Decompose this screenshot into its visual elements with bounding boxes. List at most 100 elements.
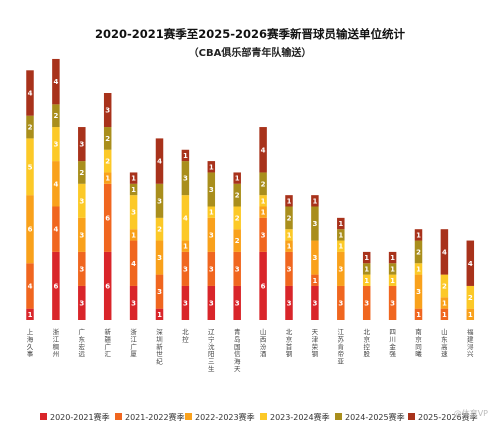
bar-segment: [52, 161, 60, 207]
bar-segment: [26, 115, 34, 139]
segment-value-label: 2: [468, 294, 473, 302]
segment-value-label: 6: [105, 282, 110, 290]
segment-value-label: 4: [28, 282, 33, 290]
segment-value-label: 4: [53, 78, 58, 86]
chart-subtitle: （CBA俱乐部青年队输送）: [189, 46, 312, 59]
legend-item: 2021-2022赛季: [115, 412, 185, 422]
legend-item: 2025-2026赛季: [408, 412, 478, 422]
segment-value-label: 4: [468, 260, 473, 268]
legend: 2020-2021赛季 2021-2022赛季 2022-2023赛季 2023-20…: [40, 412, 478, 422]
segment-value-label: 2: [53, 112, 58, 120]
bar-segment: [285, 229, 293, 241]
segment-value-label: 1: [416, 231, 421, 239]
bar-segment: [78, 161, 86, 184]
segment-value-label: 1: [261, 197, 266, 205]
segment-value-label: 3: [79, 299, 84, 307]
bar-segment: [155, 138, 164, 184]
legend-swatch: [335, 413, 342, 420]
segment-value-label: 3: [131, 209, 136, 217]
legend-swatch: [40, 413, 47, 420]
bar-segment: [207, 217, 216, 252]
bar-segment: [285, 206, 293, 230]
bar-segment: [103, 93, 112, 128]
segment-value-label: 1: [390, 265, 395, 273]
legend-label: 2024-2025赛季: [345, 412, 405, 422]
segment-value-label: 5: [28, 163, 33, 171]
segment-value-label: 2: [105, 135, 110, 143]
bar-segment: [388, 285, 397, 320]
category-label: 山西汾酒: [260, 327, 267, 358]
chart-title: 2020-2021赛季至2025-2026赛季新晋球员输送单位统计: [95, 27, 406, 41]
category-label: 江苏肯帝亚: [338, 328, 345, 366]
bar-segment: [311, 195, 319, 207]
category-label: 北控: [182, 328, 189, 343]
bar-segment: [259, 195, 267, 207]
segment-value-label: 1: [183, 152, 188, 160]
bar-segment: [466, 285, 475, 309]
segment-value-label: 4: [53, 226, 58, 234]
segment-value-label: 3: [157, 288, 162, 296]
segment-value-label: 3: [157, 197, 162, 205]
bar-segment: [285, 240, 293, 252]
segment-value-label: 3: [261, 231, 266, 239]
segment-value-label: 1: [338, 220, 343, 228]
segment-value-label: 4: [261, 146, 266, 154]
bar-segment: [207, 251, 216, 286]
segment-value-label: 1: [338, 231, 343, 239]
bar-segment: [103, 149, 112, 173]
bar-segment: [78, 251, 86, 286]
bar-segment: [259, 251, 267, 320]
segment-value-label: 3: [287, 265, 292, 273]
bar-segment: [466, 240, 475, 286]
segment-value-label: 3: [209, 265, 214, 273]
segment-value-label: 3: [183, 175, 188, 183]
bar-segment: [337, 240, 345, 252]
segment-value-label: 3: [157, 254, 162, 262]
bar-segment: [440, 274, 449, 298]
segment-value-label: 2: [235, 214, 240, 222]
category-label: 广东宏远: [79, 327, 86, 358]
segment-value-label: 4: [157, 158, 162, 166]
segment-value-label: 6: [105, 214, 110, 222]
category-label: 辽宁沈阳三生: [208, 328, 215, 373]
bar-segment: [311, 206, 319, 241]
bar-segment: [259, 217, 267, 252]
segment-value-label: 3: [209, 186, 214, 194]
segment-value-label: 2: [79, 169, 84, 177]
bar-segment: [26, 138, 34, 196]
bar-segment: [233, 183, 241, 207]
segment-value-label: 3: [79, 265, 84, 273]
segment-value-label: 1: [28, 311, 33, 319]
category-label: 北京首钢: [286, 328, 293, 358]
legend-item: 2020-2021赛季: [40, 412, 110, 422]
segment-value-label: 3: [338, 265, 343, 273]
segment-value-label: 1: [287, 197, 292, 205]
legend-label: 2021-2022赛季: [125, 412, 185, 422]
bar-segment: [259, 172, 267, 196]
segment-value-label: 2: [105, 158, 110, 166]
bar-segment: [52, 58, 60, 105]
segment-value-label: 1: [131, 186, 136, 194]
segment-value-label: 1: [131, 231, 136, 239]
bar-segment: [52, 251, 60, 320]
bar-segment: [285, 251, 293, 286]
bar-segment: [129, 172, 138, 184]
bar-segment: [207, 172, 216, 207]
bar-segment: [129, 229, 138, 241]
bar-segment: [259, 206, 267, 218]
segment-value-label: 3: [79, 141, 84, 149]
segment-value-label: 4: [28, 90, 33, 98]
segment-value-label: 1: [287, 231, 292, 239]
segment-value-label: 4: [131, 260, 136, 268]
bar-segment: [207, 285, 216, 320]
category-label: 浙江稠州: [53, 327, 60, 358]
bar-segment: [388, 251, 397, 264]
segment-value-label: 1: [390, 254, 395, 262]
bar-segment: [233, 206, 241, 230]
segment-value-label: 1: [364, 265, 369, 273]
bar-segment: [78, 285, 86, 320]
category-label: 深圳新世纪: [156, 327, 163, 366]
watermark: @体育VP: [454, 408, 488, 418]
bar-segment: [181, 285, 190, 320]
bar-segment: [233, 251, 241, 286]
